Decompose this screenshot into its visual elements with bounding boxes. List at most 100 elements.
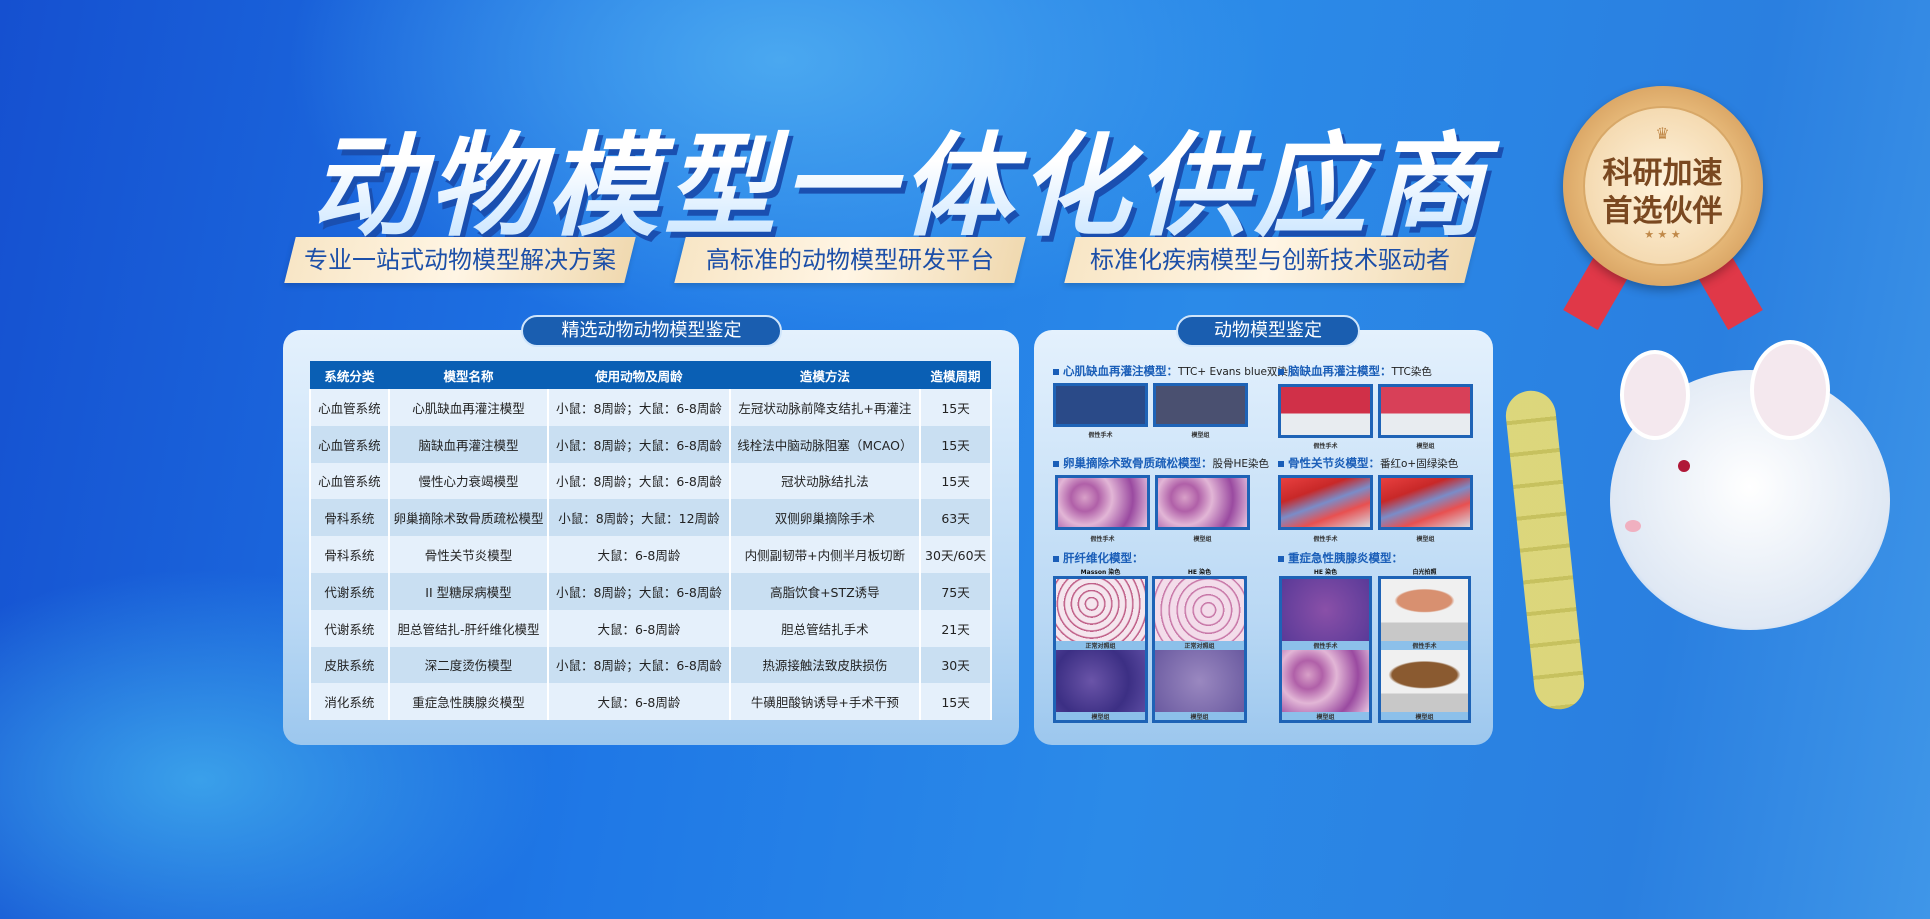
section-stain: 股骨HE染色 [1212,458,1270,470]
mouse-ear-icon [1750,340,1830,440]
image-caption: 模型组 [1416,536,1435,543]
section-name: 脑缺血再灌注模型： [1288,364,1392,378]
table-cell: 小鼠：8周龄；大鼠：12周龄 [547,499,731,537]
histology-image [1282,650,1369,712]
tagline-text: 专业一站式动物模型解决方案 [304,246,616,274]
table-cell: 心肌缺血再灌注模型 [387,389,550,426]
table-cell: II 型糖尿病模型 [387,572,550,610]
table-row: 代谢系统 II 型糖尿病模型 小鼠：8周龄；大鼠：6-8周龄 高脂饮食+STZ诱导 75… [309,572,992,610]
table-cell: 心血管系统 [309,425,390,463]
image-caption: 模型组 [1091,714,1110,721]
histology-image [1056,579,1145,641]
section-heading: 脑缺血再灌注模型：TTC染色 [1278,363,1432,379]
image-caption: 假性手术 [1313,443,1338,450]
image-subheading: 白光拍照 [1412,569,1437,576]
table-row: 代谢系统 胆总管结扎-肝纤维化模型 大鼠：6-8周龄 胆总管结扎手术 21天 [309,609,992,647]
table-row: 骨科系统 骨性关节炎模型 大鼠：6-8周龄 内侧副韧带+内侧半月板切断 30天/60天 [309,536,992,573]
crown-icon: ♛ [1655,124,1670,143]
table-cell: 大鼠：6-8周龄 [547,683,731,721]
image-subheading: HE 染色 [1187,569,1212,576]
histology-image [1155,650,1244,712]
image-caption: 假性手术 [1090,536,1115,543]
table-cell: 脑缺血再灌注模型 [387,425,550,463]
section-heading: 卵巢摘除术致骨质疏松模型：股骨HE染色 [1053,455,1269,471]
mouse-illustration [1500,330,1930,730]
medal-badge: ♛ 科研加速 首选伙伴 ★ ★ ★ [1555,86,1770,331]
section-heading: 重症急性胰腺炎模型： [1278,550,1403,566]
table-cell: 深二度烫伤模型 [387,646,550,684]
table-cell: 慢性心力衰竭模型 [387,462,550,500]
column-header: 系统分类 [310,361,389,389]
section-name: 重症急性胰腺炎模型： [1288,551,1403,565]
table-cell: 代谢系统 [309,609,390,647]
column-header: 使用动物及周龄 [548,361,730,389]
table-cell: 15天 [919,389,992,426]
table-cell: 胆总管结扎手术 [728,609,922,647]
image-group: 正常对照组 模型组 [1053,576,1148,723]
stars-icon: ★ ★ ★ [1644,228,1681,241]
table-cell: 15天 [919,462,992,500]
section-heading: 骨性关节炎模型：番红o+固绿染色 [1278,455,1458,471]
image-caption: 假性手术 [1412,643,1437,650]
section-stain: TTC+ Evans blue双染 [1178,366,1288,378]
badge-line-1: 科研加速 [1602,156,1723,191]
table-row: 消化系统 重症急性胰腺炎模型 大鼠：6-8周龄 牛磺胆酸钠诱导+手术干预 15天 [309,683,992,721]
table-cell: 30天 [919,646,992,684]
table-cell: 小鼠：8周龄；大鼠：6-8周龄 [547,425,731,463]
table-cell: 15天 [919,425,992,463]
section-stain: TTC染色 [1391,366,1432,378]
image-subheading: Masson 染色 [1080,569,1121,576]
tagline-2: 高标准的动物模型研发平台 [674,237,1026,283]
image-subheading: HE 染色 [1313,569,1338,576]
column-header: 造模周期 [920,361,991,389]
model-table: 系统分类 模型名称 使用动物及周龄 造模方法 造模周期 心血管系统 心肌缺血再灌注… [309,361,992,721]
specimen-photo [1381,579,1468,641]
image-caption: 模型组 [1415,714,1434,721]
table-cell: 21天 [919,609,992,647]
table-row: 骨科系统 卵巢摘除术致骨质疏松模型 小鼠：8周龄；大鼠：12周龄 双侧卵巢摘除手术 63… [309,499,992,537]
table-row: 心血管系统 慢性心力衰竭模型 小鼠：8周龄；大鼠：6-8周龄 冠状动脉结扎法 15天 [309,462,992,500]
tagline-text: 标准化疾病模型与创新技术驱动者 [1090,246,1450,274]
histology-image [1155,579,1244,641]
table-cell: 热源接触法致皮肤损伤 [728,646,922,684]
histology-image [1278,384,1373,438]
pill-stack-icon [1503,388,1587,712]
image-panel-title: 动物模型鉴定 [1176,315,1360,347]
image-caption: 模型组 [1193,536,1212,543]
table-cell: 双侧卵巢摘除手术 [728,499,922,537]
image-group: 假性手术 模型组 [1378,576,1471,723]
section-name: 心肌缺血再灌注模型： [1063,364,1178,378]
table-cell: 大鼠：6-8周龄 [547,536,731,573]
image-caption: 模型组 [1316,714,1335,721]
mouse-ear-icon [1620,350,1690,440]
table-cell: 15天 [919,683,992,721]
table-cell: 75天 [919,572,992,610]
table-cell: 消化系统 [309,683,390,721]
table-cell: 重症急性胰腺炎模型 [387,683,550,721]
image-caption: 假性手术 [1313,536,1338,543]
section-name: 肝纤维化模型： [1063,551,1144,565]
banner-title: 动物模型一体化供应商 [290,96,1510,258]
table-cell: 骨科系统 [309,499,390,537]
tagline-text: 高标准的动物模型研发平台 [706,246,994,274]
column-header: 模型名称 [388,361,549,389]
table-cell: 卵巢摘除术致骨质疏松模型 [387,499,550,537]
histology-image [1053,383,1148,427]
histology-image [1056,650,1145,712]
table-cell: 左冠状动脉前降支结扎+再灌注 [728,389,922,426]
table-cell: 小鼠：8周龄；大鼠：6-8周龄 [547,572,731,610]
image-caption: 正常对照组 [1184,643,1215,650]
table-cell: 高脂饮食+STZ诱导 [728,572,922,610]
column-header: 造模方法 [729,361,921,389]
table-cell: 骨性关节炎模型 [387,536,550,573]
table-cell: 冠状动脉结扎法 [728,462,922,500]
image-caption: 模型组 [1190,714,1209,721]
table-cell: 30天/60天 [919,536,992,573]
table-cell: 小鼠：8周龄；大鼠：6-8周龄 [547,646,731,684]
section-heading: 心肌缺血再灌注模型：TTC+ Evans blue双染 [1053,363,1288,379]
table-row: 心血管系统 心肌缺血再灌注模型 小鼠：8周龄；大鼠：6-8周龄 左冠状动脉前降支结扎+… [309,389,992,426]
table-cell: 小鼠：8周龄；大鼠：6-8周龄 [547,462,731,500]
image-group: 正常对照组 模型组 [1152,576,1247,723]
table-cell: 线栓法中脑动脉阻塞（MCAO） [728,425,922,463]
histology-image [1278,475,1373,530]
